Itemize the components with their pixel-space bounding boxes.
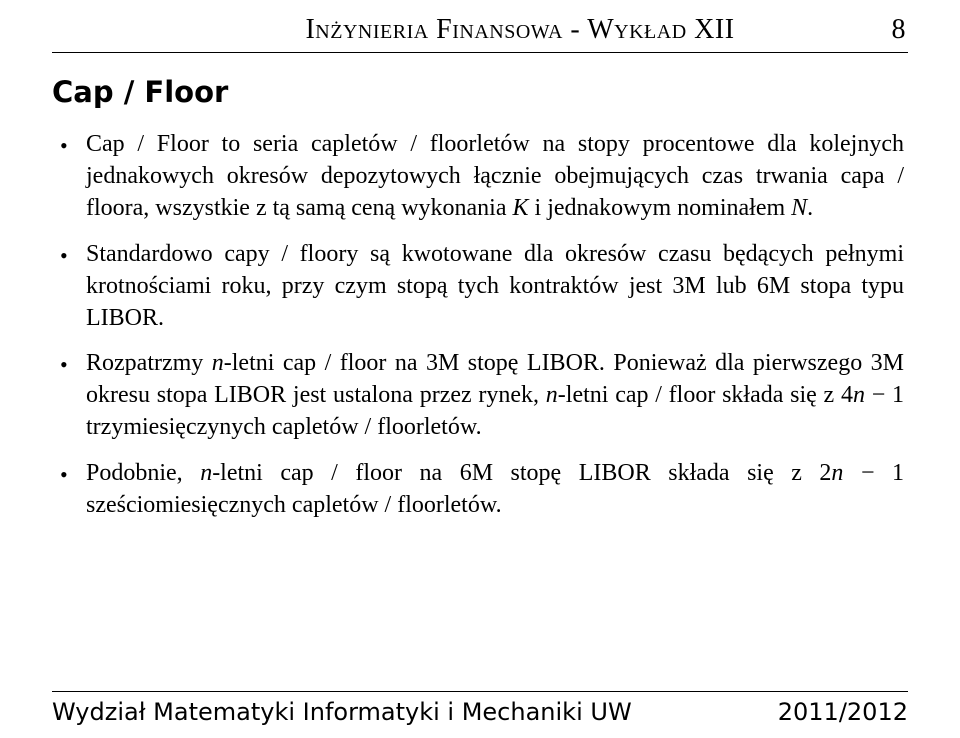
running-title: Inżynieria Finansowa - Wykład XII	[54, 14, 866, 46]
page: Inżynieria Finansowa - Wykład XII 8 Cap …	[0, 0, 960, 738]
header-rule	[52, 52, 908, 53]
footer-left: Wydział Matematyki Informatyki i Mechani…	[52, 698, 632, 726]
footer-right: 2011/2012	[778, 698, 908, 726]
footer-rule	[52, 691, 908, 692]
section-title: Cap / Floor	[52, 75, 908, 109]
running-header: Inżynieria Finansowa - Wykład XII 8	[52, 14, 908, 50]
list-item: Rozpatrzmy n-letni cap / floor na 3M sto…	[86, 348, 904, 444]
footer-line: Wydział Matematyki Informatyki i Mechani…	[52, 698, 908, 726]
page-footer: Wydział Matematyki Informatyki i Mechani…	[52, 691, 908, 726]
list-item: Cap / Floor to seria capletów / floorlet…	[86, 129, 904, 225]
bullet-list: Cap / Floor to seria capletów / floorlet…	[52, 129, 908, 522]
page-number: 8	[866, 14, 906, 46]
list-item: Podobnie, n-letni cap / floor na 6M stop…	[86, 458, 904, 522]
list-item: Standardowo capy / floory są kwotowane d…	[86, 239, 904, 335]
